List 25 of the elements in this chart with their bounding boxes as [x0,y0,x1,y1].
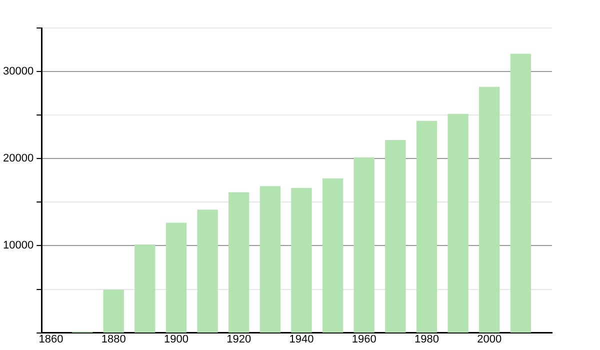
x-tick-label: 1980 [414,333,439,346]
y-tick-label: 30000 [2,66,34,78]
bar [291,188,312,333]
bar [260,186,281,333]
bar [103,290,124,333]
x-tick-label: 1940 [289,333,314,346]
x-tick-label: 2000 [477,333,502,346]
bar [479,86,500,333]
x-tick-label: 1860 [38,333,64,346]
bar [416,120,438,333]
bar [166,222,187,333]
x-tick-label: 1900 [164,333,188,346]
bar [510,54,532,333]
bar [385,140,406,333]
x-tick-label: 1960 [352,333,376,346]
x-tick-label: 1880 [101,333,126,346]
bar [322,178,344,333]
y-tick-label: 10000 [2,240,34,252]
bar [228,192,250,333]
x-tick-label: 1920 [226,333,252,346]
y-tick-label: 20000 [2,152,34,165]
bar [448,114,468,333]
bar [354,157,374,333]
bar [197,210,218,333]
bar [134,244,156,333]
